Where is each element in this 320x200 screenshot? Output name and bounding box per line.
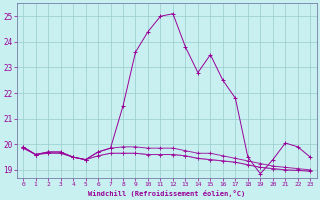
X-axis label: Windchill (Refroidissement éolien,°C): Windchill (Refroidissement éolien,°C) — [88, 190, 245, 197]
